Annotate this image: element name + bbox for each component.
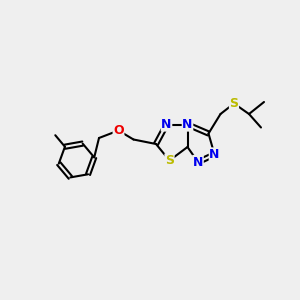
Text: N: N	[161, 118, 172, 131]
Text: S: S	[230, 97, 238, 110]
Text: N: N	[193, 155, 203, 169]
Text: O: O	[113, 124, 124, 137]
Text: N: N	[182, 118, 193, 131]
Text: S: S	[165, 154, 174, 167]
Text: N: N	[209, 148, 220, 161]
